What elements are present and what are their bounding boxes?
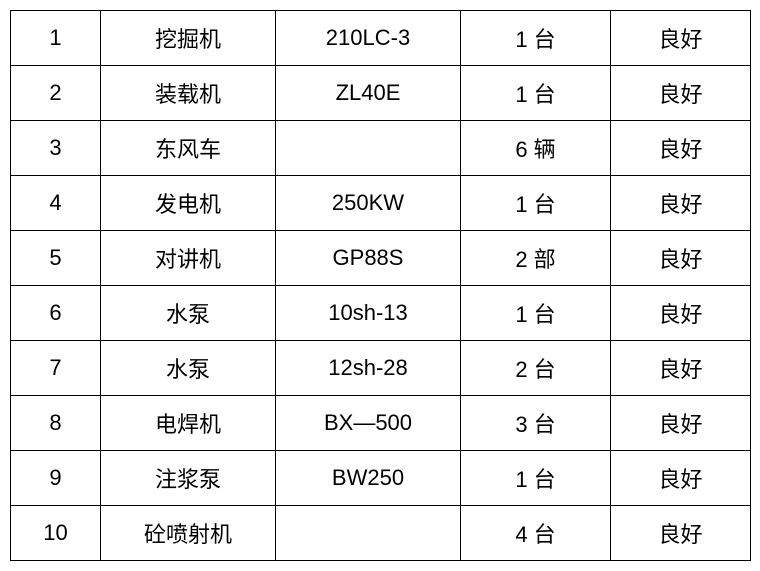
cell-qty: 1 台 — [461, 451, 611, 506]
cell-qty: 4 台 — [461, 506, 611, 561]
cell-name: 砼喷射机 — [101, 506, 276, 561]
table-row: 8 电焊机 BX—500 3 台 良好 — [11, 396, 751, 451]
cell-qty: 1 台 — [461, 176, 611, 231]
cell-name: 挖掘机 — [101, 11, 276, 66]
table-row: 6 水泵 10sh-13 1 台 良好 — [11, 286, 751, 341]
cell-name: 发电机 — [101, 176, 276, 231]
cell-qty: 6 辆 — [461, 121, 611, 176]
cell-model: 250KW — [276, 176, 461, 231]
cell-model: 12sh-28 — [276, 341, 461, 396]
table-row: 5 对讲机 GP88S 2 部 良好 — [11, 231, 751, 286]
table-row: 2 装载机 ZL40E 1 台 良好 — [11, 66, 751, 121]
cell-index: 2 — [11, 66, 101, 121]
table-row: 4 发电机 250KW 1 台 良好 — [11, 176, 751, 231]
cell-model — [276, 121, 461, 176]
cell-status: 良好 — [611, 341, 751, 396]
cell-name: 注浆泵 — [101, 451, 276, 506]
cell-index: 3 — [11, 121, 101, 176]
cell-status: 良好 — [611, 121, 751, 176]
table-row: 7 水泵 12sh-28 2 台 良好 — [11, 341, 751, 396]
cell-index: 9 — [11, 451, 101, 506]
cell-name: 电焊机 — [101, 396, 276, 451]
table-row: 3 东风车 6 辆 良好 — [11, 121, 751, 176]
equipment-table-container: 1 挖掘机 210LC-3 1 台 良好 2 装载机 ZL40E 1 台 良好 … — [10, 10, 750, 561]
cell-model: 210LC-3 — [276, 11, 461, 66]
cell-index: 6 — [11, 286, 101, 341]
table-row: 9 注浆泵 BW250 1 台 良好 — [11, 451, 751, 506]
cell-name: 对讲机 — [101, 231, 276, 286]
table-body: 1 挖掘机 210LC-3 1 台 良好 2 装载机 ZL40E 1 台 良好 … — [11, 11, 751, 561]
cell-index: 1 — [11, 11, 101, 66]
table-row: 10 砼喷射机 4 台 良好 — [11, 506, 751, 561]
cell-index: 5 — [11, 231, 101, 286]
cell-status: 良好 — [611, 231, 751, 286]
cell-index: 7 — [11, 341, 101, 396]
cell-qty: 1 台 — [461, 66, 611, 121]
cell-model: BX—500 — [276, 396, 461, 451]
cell-status: 良好 — [611, 11, 751, 66]
cell-qty: 2 部 — [461, 231, 611, 286]
cell-status: 良好 — [611, 66, 751, 121]
cell-model — [276, 506, 461, 561]
cell-name: 装载机 — [101, 66, 276, 121]
cell-status: 良好 — [611, 286, 751, 341]
cell-name: 水泵 — [101, 341, 276, 396]
cell-qty: 1 台 — [461, 286, 611, 341]
cell-index: 4 — [11, 176, 101, 231]
cell-index: 10 — [11, 506, 101, 561]
cell-status: 良好 — [611, 506, 751, 561]
cell-model: ZL40E — [276, 66, 461, 121]
cell-status: 良好 — [611, 176, 751, 231]
cell-index: 8 — [11, 396, 101, 451]
cell-qty: 1 台 — [461, 11, 611, 66]
cell-model: BW250 — [276, 451, 461, 506]
cell-qty: 2 台 — [461, 341, 611, 396]
cell-qty: 3 台 — [461, 396, 611, 451]
cell-status: 良好 — [611, 396, 751, 451]
cell-status: 良好 — [611, 451, 751, 506]
table-row: 1 挖掘机 210LC-3 1 台 良好 — [11, 11, 751, 66]
cell-name: 水泵 — [101, 286, 276, 341]
cell-name: 东风车 — [101, 121, 276, 176]
cell-model: 10sh-13 — [276, 286, 461, 341]
cell-model: GP88S — [276, 231, 461, 286]
equipment-table: 1 挖掘机 210LC-3 1 台 良好 2 装载机 ZL40E 1 台 良好 … — [10, 10, 751, 561]
